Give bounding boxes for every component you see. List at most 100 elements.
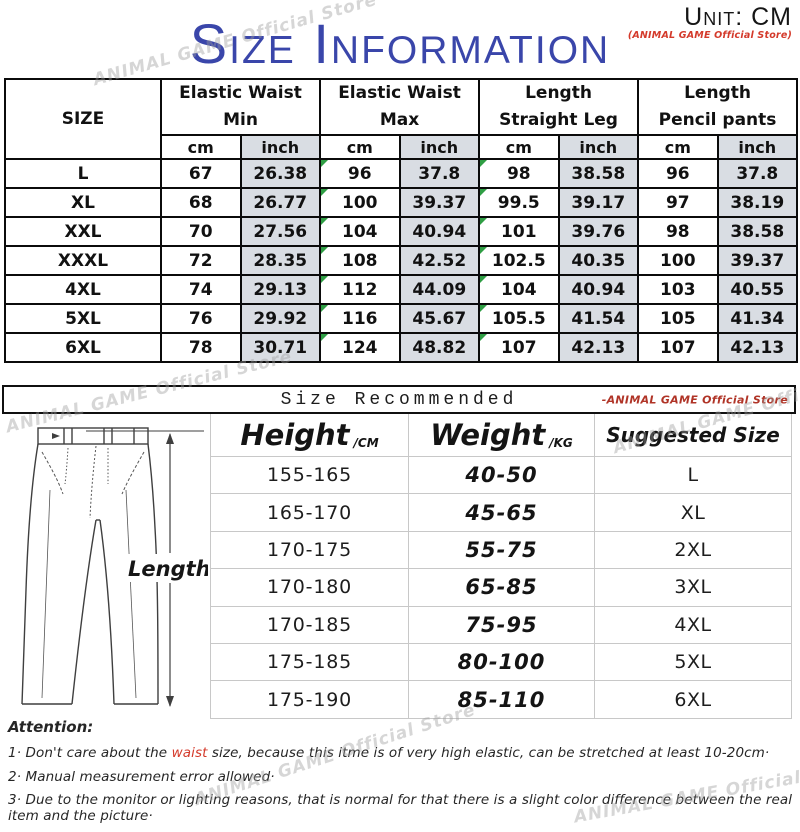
value-cell: 107 [637, 332, 719, 364]
value-cell: 104 [319, 216, 401, 248]
value-cell: 100 [637, 245, 719, 277]
value-cell: 41.54 [557, 303, 640, 335]
value-cell: 40.94 [557, 274, 640, 306]
value-cell: 96 [319, 158, 401, 190]
weight-cell: 40-50 [409, 457, 595, 495]
store-note-bar: -ANIMAL GAME Official Store [601, 393, 788, 406]
value-cell: 112 [319, 274, 401, 306]
value-cell: 108 [319, 245, 401, 277]
attention-text: size, because this itme is of very high … [207, 745, 770, 761]
value-cell: 100 [319, 187, 401, 219]
value-cell: 67 [160, 158, 242, 190]
value-cell: 41.34 [716, 303, 799, 335]
unit-header-cm: cm [637, 134, 719, 161]
value-cell: 39.37 [716, 245, 799, 277]
value-cell: 74 [160, 274, 242, 306]
height-cell: 165-170 [211, 494, 409, 532]
size-recommended-bar: Size Recommended -ANIMAL GAME Official S… [2, 385, 796, 414]
value-cell: 42.13 [716, 332, 799, 364]
value-cell: 39.37 [398, 187, 481, 219]
height-header-unit: /CM [353, 436, 379, 450]
col-group-elastic-waist-min: Elastic Waist Min [159, 77, 322, 137]
value-cell: 98 [637, 216, 719, 248]
table-row: L 67 26.38 96 37.8 98 38.58 96 37.8 [4, 158, 799, 190]
weight-value: 75-95 [465, 612, 538, 637]
group-label: Length [684, 83, 751, 103]
value-cell: 29.13 [239, 274, 322, 306]
weight-value: 65-85 [465, 575, 538, 600]
group-label: Elastic Waist [338, 83, 461, 103]
value-cell: 98 [478, 158, 560, 190]
height-value: 155-165 [267, 464, 352, 487]
unit-header-cm: cm [478, 134, 560, 161]
value-cell: 38.58 [716, 216, 799, 248]
pants-diagram: Length [21, 427, 208, 707]
value-cell: 42.13 [557, 332, 640, 364]
value-cell: 40.35 [557, 245, 640, 277]
value-cell: 45.67 [398, 303, 481, 335]
value-cell: 76 [160, 303, 242, 335]
value-cell: 44.09 [398, 274, 481, 306]
weight-value: 40-50 [465, 463, 538, 488]
weight-value: 85-110 [457, 687, 546, 712]
value-cell: 104 [478, 274, 560, 306]
table-row: XXXL 72 28.35 108 42.52 102.5 40.35 100 39.37 [4, 245, 799, 277]
value-cell: 42.52 [398, 245, 481, 277]
value-cell: 26.77 [239, 187, 322, 219]
size-table: SIZE Elastic Waist Min Elastic Waist Max… [4, 77, 799, 364]
weight-value: 80-100 [457, 650, 546, 675]
value-cell: 37.8 [716, 158, 799, 190]
weight-header-label: Weight [430, 418, 546, 452]
value-cell: 68 [160, 187, 242, 219]
unit-header-inch: inch [398, 134, 481, 161]
unit-header-cm: cm [319, 134, 401, 161]
group-label: Elastic Waist [179, 83, 302, 103]
table-row: XL 68 26.77 100 39.37 99.5 39.17 97 38.19 [4, 187, 799, 219]
suggested-size-value: 5XL [674, 651, 712, 674]
length-dimension-arrow: Length [86, 430, 208, 707]
value-cell: 37.8 [398, 158, 481, 190]
value-cell: 38.58 [557, 158, 640, 190]
height-cell: 175-190 [211, 681, 409, 719]
attention-title: Attention: [8, 718, 94, 736]
suggested-size-cell: 3XL [595, 569, 791, 607]
table-row: XXL 70 27.56 104 40.94 101 39.76 98 38.58 [4, 216, 799, 248]
attention-highlight: waist [171, 745, 208, 761]
height-cell: 155-165 [211, 457, 409, 495]
unit-label: Unit: CM [684, 3, 792, 31]
value-cell: 99.5 [478, 187, 560, 219]
height-value: 170-185 [267, 613, 352, 636]
value-cell: 124 [319, 332, 401, 364]
value-cell: 102.5 [478, 245, 560, 277]
value-cell: 38.19 [716, 187, 799, 219]
size-cell: 5XL [4, 303, 162, 335]
weight-value: 45-65 [465, 500, 538, 525]
group-sublabel: Min [223, 110, 258, 131]
recommend-header-weight: Weight /KG [409, 414, 595, 457]
value-cell: 116 [319, 303, 401, 335]
weight-cell: 45-65 [409, 494, 595, 532]
suggested-size-value: 2XL [674, 538, 712, 561]
size-cell: XXL [4, 216, 162, 248]
recommend-header-height: Height /CM [211, 414, 409, 457]
group-sublabel: Max [379, 110, 420, 131]
suggested-size-value: 6XL [674, 688, 712, 711]
unit-header-inch: inch [716, 134, 799, 161]
unit-block: Unit: CM (ANIMAL GAME Official Store) [628, 3, 792, 42]
size-table-corner: SIZE [4, 77, 162, 161]
pants-outline [21, 427, 159, 705]
attention-text: 2· Manual measurement error allowed· [8, 768, 275, 785]
weight-header-unit: /KG [549, 436, 573, 450]
value-cell: 107 [478, 332, 560, 364]
value-cell: 29.92 [239, 303, 322, 335]
weight-value: 55-75 [465, 537, 538, 562]
size-table-body: L 67 26.38 96 37.8 98 38.58 96 37.8 XL 68 26.77 100 3… [4, 158, 799, 364]
suggested-size-value: XL [680, 501, 706, 524]
size-cell: L [4, 158, 162, 190]
value-cell: 30.71 [239, 332, 322, 364]
suggested-size-cell: L [595, 457, 791, 495]
value-cell: 27.56 [239, 216, 322, 248]
group-sublabel: Pencil pants [658, 110, 777, 131]
attention-item-2: 2· Manual measurement error allowed· [8, 769, 796, 785]
value-cell: 105.5 [478, 303, 560, 335]
